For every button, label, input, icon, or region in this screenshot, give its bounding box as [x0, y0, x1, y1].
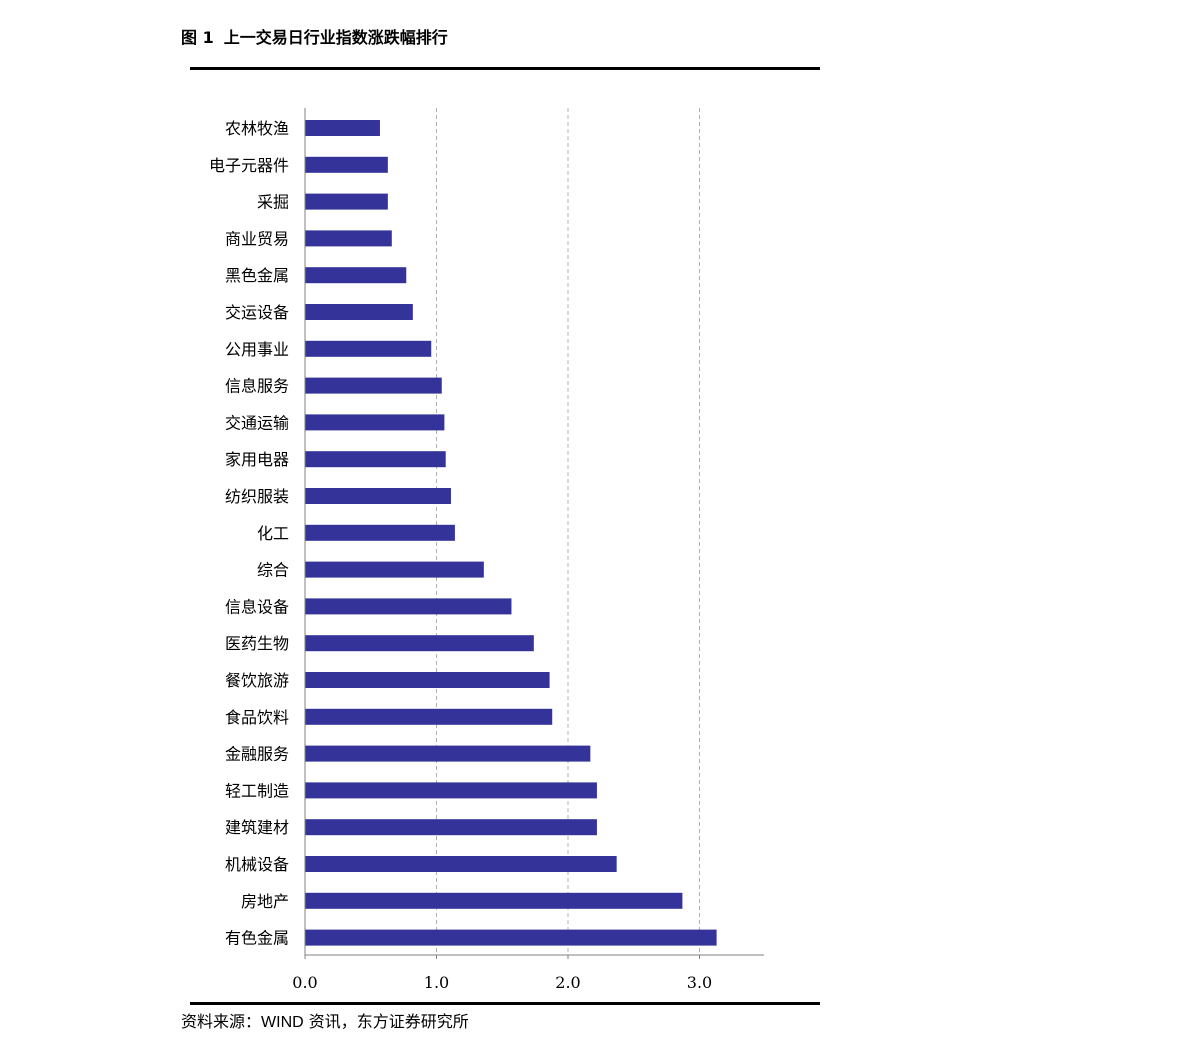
x-tick-label: 1.0 — [424, 973, 449, 992]
category-label: 餐饮旅游 — [225, 671, 289, 690]
category-label: 食品饮料 — [225, 708, 289, 727]
category-label: 电子元器件 — [209, 156, 289, 175]
category-label: 机械设备 — [225, 855, 289, 874]
bar — [305, 377, 442, 394]
bar — [305, 929, 717, 946]
category-label: 轻工制造 — [225, 781, 289, 800]
bar — [305, 230, 392, 247]
category-label: 黑色金属 — [225, 266, 289, 285]
source-prefix: 资料来源： — [181, 1012, 262, 1031]
bar — [305, 892, 683, 909]
category-label: 交运设备 — [225, 303, 289, 322]
figure-label: 图 1 — [181, 28, 214, 47]
bottom-rule — [190, 1002, 820, 1005]
bar — [305, 193, 388, 210]
category-label: 综合 — [257, 561, 289, 580]
bar — [305, 745, 591, 762]
category-label: 化工 — [257, 524, 289, 543]
bar — [305, 672, 550, 688]
x-tick-label: 2.0 — [555, 973, 580, 992]
bar — [305, 561, 484, 578]
category-label: 公用事业 — [225, 340, 289, 359]
category-label: 信息设备 — [225, 597, 289, 616]
bar — [305, 856, 617, 872]
category-label: 纺织服装 — [225, 487, 289, 506]
category-label: 采掘 — [257, 193, 289, 212]
category-label: 交通运输 — [225, 413, 289, 432]
bar — [305, 782, 597, 799]
x-tick-label: 0.0 — [292, 973, 317, 992]
category-label: 信息服务 — [225, 377, 289, 396]
category-label: 房地产 — [241, 892, 289, 911]
bar — [305, 451, 446, 468]
source-wind: WIND — [261, 1014, 304, 1031]
bar — [305, 156, 388, 173]
top-rule — [190, 67, 820, 70]
bar — [305, 267, 407, 284]
figure-title-text: 上一交易日行业指数涨跌幅排行 — [223, 28, 448, 47]
bar — [305, 524, 455, 541]
bar — [305, 488, 451, 504]
category-label: 家用电器 — [225, 450, 289, 469]
bar — [305, 708, 553, 725]
bar — [305, 635, 534, 652]
category-label: 农林牧渔 — [225, 119, 289, 138]
source-note: 资料来源：WIND 资讯，东方证券研究所 — [181, 1008, 469, 1032]
category-label: 金融服务 — [225, 745, 289, 764]
figure-title: 图 1 上一交易日行业指数涨跌幅排行 — [181, 24, 448, 48]
category-label: 医药生物 — [225, 634, 289, 653]
category-label: 有色金属 — [225, 929, 289, 948]
bar — [305, 819, 597, 836]
source-rest: 资讯，东方证券研究所 — [303, 1012, 469, 1031]
bar — [305, 340, 432, 357]
bar — [305, 414, 445, 431]
category-label: 建筑建材 — [225, 818, 289, 837]
category-label: 商业贸易 — [225, 229, 289, 248]
bar — [305, 120, 380, 136]
bar — [305, 598, 512, 615]
bar — [305, 304, 413, 320]
x-tick-label: 3.0 — [687, 973, 712, 992]
